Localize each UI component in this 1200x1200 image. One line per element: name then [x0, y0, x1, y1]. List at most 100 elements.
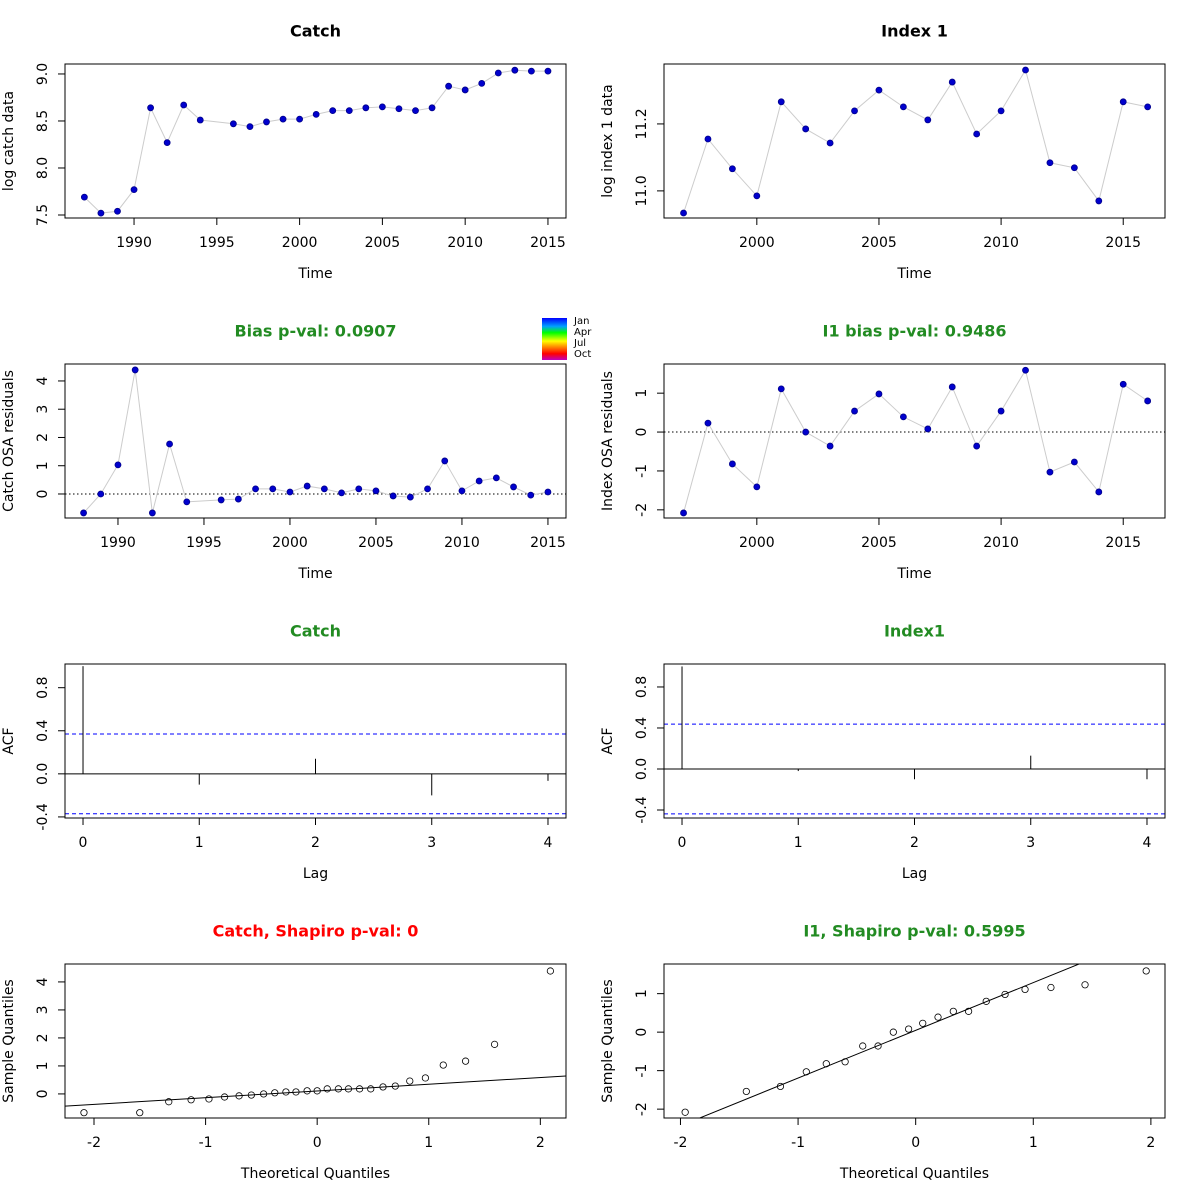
point [527, 67, 535, 75]
point [217, 496, 225, 504]
point [271, 1089, 279, 1097]
plot-frame [663, 663, 1166, 819]
point [924, 425, 932, 433]
point [303, 482, 311, 490]
y-tick-label: 8.5 [35, 110, 51, 132]
y-tick-label: 0.8 [35, 677, 51, 699]
point [680, 509, 687, 517]
point [851, 107, 858, 115]
point [187, 1096, 195, 1104]
point [441, 457, 449, 465]
point [919, 1019, 927, 1027]
y-tick-label: 9.0 [35, 63, 51, 85]
point [704, 135, 712, 143]
point [859, 1042, 867, 1050]
point [948, 78, 956, 86]
point [461, 86, 469, 94]
y-tick-label: 3 [35, 405, 51, 414]
point [1144, 397, 1152, 405]
point [899, 413, 907, 421]
point [303, 1087, 311, 1095]
x-tick-label: 2 [536, 1135, 545, 1151]
x-axis-label: Time [896, 266, 931, 282]
colorbar-label: Apr [574, 327, 592, 338]
plot-area [680, 66, 1152, 217]
panel: Catch Lag ACF 0 1 2 3 4 -0.4 0.0 0.4 0.8 [1, 622, 567, 882]
y-tick-label: -2 [634, 503, 650, 517]
x-tick-label: 2005 [365, 235, 401, 251]
y-tick-label: -0.4 [634, 796, 650, 823]
plot-area [681, 964, 1150, 1118]
panel-title: Catch, Shapiro p-val: 0 [213, 922, 419, 941]
y-tick-label: -1 [634, 464, 650, 478]
point [510, 483, 517, 491]
point [406, 493, 414, 501]
point [899, 103, 907, 111]
y-tick-label: 0.0 [35, 763, 51, 785]
plot-area [65, 366, 566, 517]
x-tick-label: 1 [794, 835, 803, 851]
point [338, 489, 345, 497]
x-tick-label: 2015 [530, 235, 566, 251]
point [296, 115, 304, 123]
y-tick-label: 0.4 [35, 720, 51, 742]
colorbar-label: Oct [574, 349, 591, 360]
point [114, 207, 121, 215]
x-tick-label: 1995 [199, 235, 235, 251]
x-axis-label: Theoretical Quantiles [839, 1166, 989, 1182]
y-tick-label: 11.2 [634, 108, 650, 139]
panel-title: Index1 [884, 622, 945, 641]
panel: Catch Time log catch data 1990 1995 2000 2005 2… [1, 22, 567, 282]
point [851, 407, 858, 415]
y-axis-label: Index OSA residuals [600, 371, 616, 511]
y-axis-label: ACF [1, 727, 17, 754]
point [130, 186, 138, 194]
x-tick-label: 2000 [739, 235, 775, 251]
point [329, 107, 337, 115]
x-axis-label: Time [297, 266, 332, 282]
point [247, 1091, 255, 1099]
point [742, 1087, 750, 1096]
point [1070, 458, 1078, 466]
point [889, 1028, 897, 1036]
y-axis-label: Sample Quantiles [1, 979, 17, 1102]
x-tick-label: 2 [910, 835, 919, 851]
point [260, 1090, 268, 1098]
panel-title: Bias p-val: 0.0907 [234, 322, 396, 341]
point [180, 101, 188, 109]
point [445, 82, 453, 90]
x-tick-label: -1 [791, 1135, 805, 1151]
point [964, 1007, 973, 1015]
point [511, 66, 519, 74]
x-tick-label: 2010 [983, 235, 1019, 251]
y-tick-label: 0.0 [634, 758, 650, 780]
point [148, 509, 156, 517]
x-tick-label: 2 [1146, 1135, 1155, 1151]
y-axis-label: Sample Quantiles [600, 979, 616, 1102]
x-axis-label: Lag [902, 866, 927, 882]
panel: I1, Shapiro p-val: 0.5995 Theoretical Qua… [600, 922, 1166, 1182]
point [753, 192, 761, 200]
series-line [84, 69, 548, 214]
y-tick-label: 1 [35, 1061, 51, 1070]
panel: Index 1 Time log index 1 data 2000 2005 2010 2… [600, 22, 1166, 282]
point [1022, 366, 1029, 374]
point [826, 442, 834, 450]
point [1001, 990, 1009, 999]
point [1070, 164, 1078, 172]
point [165, 1098, 173, 1106]
point [412, 107, 419, 115]
point [753, 483, 761, 491]
x-axis-label: Time [297, 566, 332, 582]
point [1047, 983, 1055, 992]
point [286, 488, 294, 496]
point [458, 487, 466, 495]
point [948, 383, 956, 391]
point [544, 488, 552, 496]
point [406, 1077, 414, 1085]
point [492, 474, 500, 482]
x-tick-label: 1990 [116, 235, 152, 251]
point [372, 487, 380, 495]
point [841, 1058, 849, 1066]
point [924, 116, 932, 124]
